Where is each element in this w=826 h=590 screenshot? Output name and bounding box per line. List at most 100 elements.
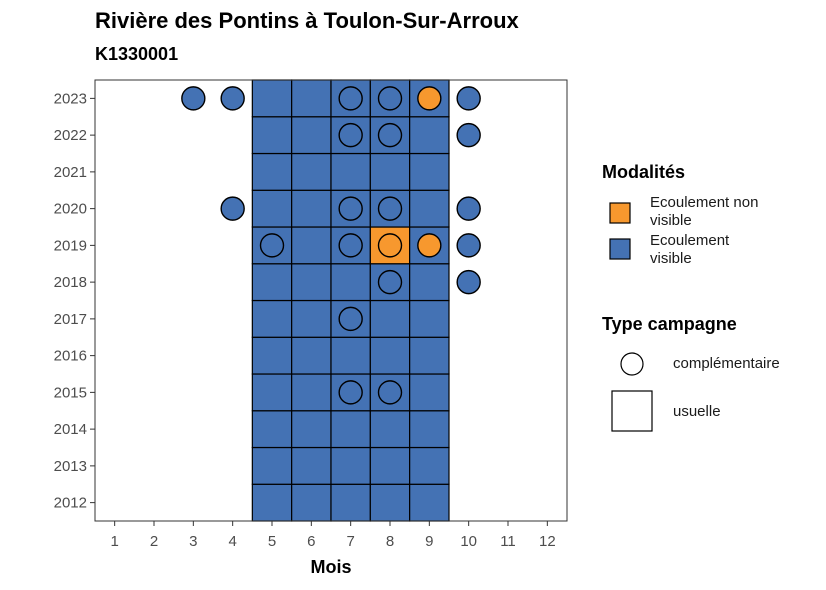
y-tick-label-2022: 2022 <box>54 127 87 144</box>
tile-8-2014 <box>369 410 411 449</box>
tile-6-2012 <box>291 483 332 522</box>
x-tick-label-10: 10 <box>460 533 477 550</box>
y-tick-label-2018: 2018 <box>54 274 87 291</box>
y-tick-label-2016: 2016 <box>54 348 87 365</box>
y-tick-label-2023: 2023 <box>54 90 87 107</box>
tile-6-2014 <box>291 410 332 449</box>
tile-9-2013 <box>409 446 450 485</box>
tile-5-2016 <box>251 336 293 375</box>
point-8-2019 <box>377 233 403 258</box>
x-tick-label-8: 8 <box>386 533 394 550</box>
tile-5-2018 <box>251 263 293 302</box>
x-tick-label-7: 7 <box>346 533 354 550</box>
tile-5-2020 <box>251 189 293 228</box>
point-9-2023 <box>417 86 442 111</box>
x-axis: 1 2 3 4 5 6 7 8 9 10 11 12 <box>110 521 556 550</box>
point-10-2022 <box>456 122 481 148</box>
x-tick-label-9: 9 <box>425 533 433 550</box>
point-7-2017 <box>338 306 363 332</box>
x-tick-label-4: 4 <box>228 533 236 550</box>
legend-title-modalites: Modalités <box>602 162 686 182</box>
legend-label-visible: Ecoulement visible <box>650 232 730 267</box>
tile-6-2016 <box>291 336 332 375</box>
tile-7-2012 <box>330 483 371 522</box>
x-tick-label-3: 3 <box>189 533 197 550</box>
point-9-2019 <box>417 233 442 258</box>
y-tick-label-2015: 2015 <box>54 384 87 401</box>
tile-7-2016 <box>330 336 371 375</box>
point-8-2023 <box>377 86 403 111</box>
y-tick-label-2019: 2019 <box>54 237 87 254</box>
point-10-2020 <box>456 196 481 221</box>
tile-6-2023 <box>291 79 332 118</box>
point-7-2023 <box>338 86 363 111</box>
tile-6-2018 <box>291 263 332 302</box>
y-tick-label-2014: 2014 <box>54 421 87 438</box>
legend-label-complementaire: complémentaire <box>673 355 780 372</box>
x-axis-title: Mois <box>310 557 351 577</box>
tile-5-2014 <box>251 410 293 449</box>
point-7-2019 <box>338 233 363 258</box>
tile-8-2013 <box>369 446 411 485</box>
legend-key-non-visible <box>609 202 631 224</box>
tile-6-2017 <box>291 299 332 338</box>
tile-6-2022 <box>291 116 332 155</box>
y-tick-label-2012: 2012 <box>54 495 87 512</box>
legend-label-non-visible: Ecoulement non visible <box>650 194 759 229</box>
chart-subtitle: K1330001 <box>95 44 179 64</box>
tile-5-2015 <box>251 373 293 412</box>
tile-7-2021 <box>330 152 371 191</box>
x-tick-label-6: 6 <box>307 533 315 550</box>
tile-6-2015 <box>291 373 332 412</box>
tile-9-2022 <box>409 116 450 155</box>
tile-8-2016 <box>369 336 411 375</box>
tile-5-2023 <box>251 79 293 118</box>
tile-9-2018 <box>409 263 450 302</box>
point-10-2023 <box>456 86 481 111</box>
point-4-2020 <box>220 196 245 221</box>
tile-9-2020 <box>409 189 450 228</box>
tile-6-2020 <box>291 189 332 228</box>
tile-7-2018 <box>330 263 371 302</box>
point-7-2020 <box>338 196 363 221</box>
tile-6-2013 <box>291 446 332 485</box>
point-5-2019 <box>259 233 285 258</box>
tile-9-2021 <box>409 152 450 191</box>
point-10-2019 <box>456 233 481 258</box>
point-8-2015 <box>377 380 403 405</box>
y-axis: 2012 2013 2014 2015 2016 2017 2018 2019 2020 2021… <box>54 90 95 512</box>
tile-8-2021 <box>369 152 411 191</box>
tile-9-2012 <box>409 483 450 522</box>
legend-title-campagne: Type campagne <box>602 314 737 334</box>
legend-label-usuelle: usuelle <box>673 403 721 420</box>
legend-key-complementaire <box>620 352 644 376</box>
point-8-2020 <box>377 196 403 221</box>
legend-key-usuelle <box>611 390 653 432</box>
point-10-2018 <box>456 269 481 295</box>
x-tick-label-12: 12 <box>539 533 556 550</box>
x-tick-label-2: 2 <box>150 533 158 550</box>
point-3-2023 <box>181 86 206 111</box>
tile-5-2013 <box>251 446 293 485</box>
chart-title: Rivière des Pontins à Toulon-Sur-Arroux <box>95 8 519 33</box>
complementaire-points <box>181 86 481 405</box>
tile-6-2021 <box>291 152 332 191</box>
tile-5-2017 <box>251 299 293 338</box>
x-tick-label-11: 11 <box>500 533 516 550</box>
point-7-2022 <box>338 122 363 148</box>
usuelle-tiles <box>251 79 450 522</box>
point-7-2015 <box>338 380 363 405</box>
y-tick-label-2013: 2013 <box>54 458 87 475</box>
tile-6-2019 <box>291 226 332 265</box>
tile-9-2016 <box>409 336 450 375</box>
tile-7-2014 <box>330 410 371 449</box>
tile-5-2012 <box>251 483 293 522</box>
tile-7-2013 <box>330 446 371 485</box>
tile-8-2017 <box>369 299 411 338</box>
tile-9-2015 <box>409 373 450 412</box>
y-tick-label-2021: 2021 <box>54 164 87 181</box>
tile-9-2014 <box>409 410 450 449</box>
tile-9-2017 <box>409 299 450 338</box>
point-8-2018 <box>377 269 403 295</box>
